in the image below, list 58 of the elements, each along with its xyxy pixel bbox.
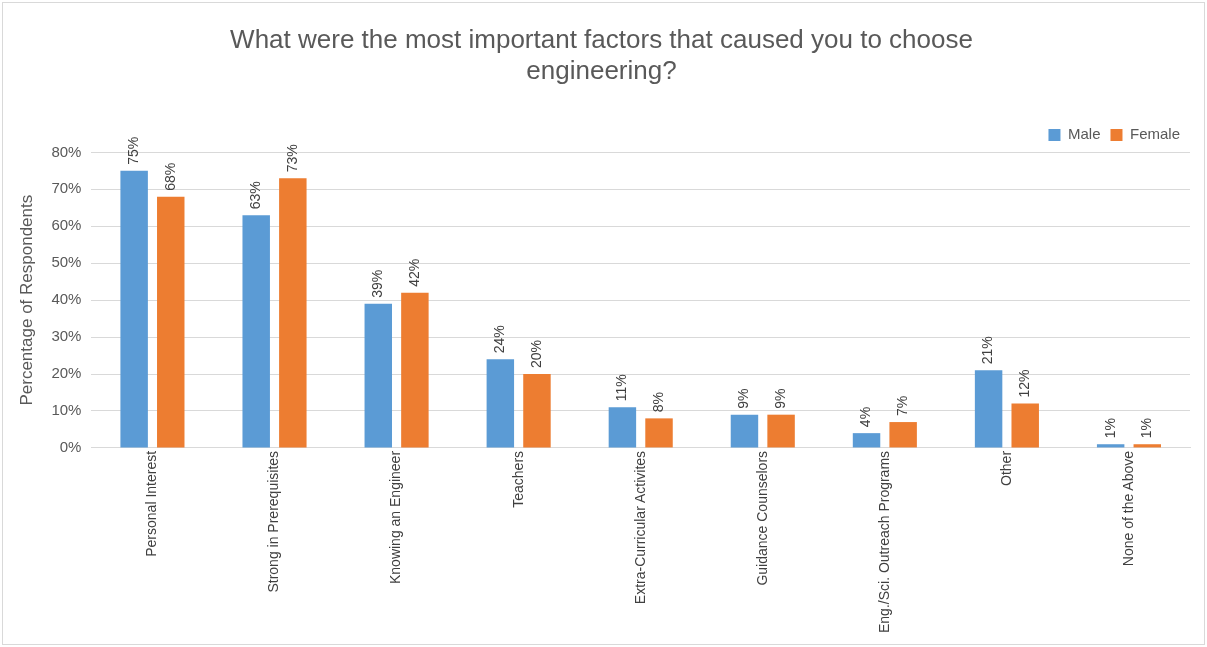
bar: [889, 422, 917, 448]
bar: [242, 215, 270, 448]
data-label: 11%: [613, 374, 630, 402]
bar: [730, 414, 759, 448]
y-tick-label: 10%: [51, 401, 82, 419]
data-label: 42%: [405, 258, 422, 287]
data-label: 24%: [491, 325, 508, 354]
data-label: 9%: [735, 388, 752, 409]
data-label: 7%: [894, 395, 911, 417]
y-tick-label: 20%: [51, 364, 82, 382]
bar: [401, 292, 429, 448]
data-label: 9%: [771, 388, 788, 409]
bar: [279, 178, 307, 448]
y-tick-label: 80%: [51, 142, 82, 160]
bar: [486, 359, 515, 448]
x-tick-label: Personal Interest: [143, 450, 160, 557]
bar: [120, 170, 148, 448]
y-axis-title: Percentage of Respondents: [16, 194, 36, 406]
bar: [157, 196, 185, 448]
bar: [767, 414, 795, 448]
x-tick-label: Eng./Sci. Outreach Programs: [875, 450, 892, 633]
data-label: 68%: [161, 162, 178, 191]
bar: [1133, 444, 1162, 448]
bar: [608, 407, 637, 448]
y-tick-label: 60%: [51, 216, 82, 234]
bar: [523, 374, 551, 448]
bar: [1011, 403, 1039, 448]
data-label: 1%: [1101, 418, 1118, 439]
y-tick-label: 40%: [51, 290, 82, 308]
bar: [852, 433, 881, 448]
data-label: 63%: [247, 181, 264, 210]
data-label: 12%: [1016, 369, 1033, 398]
data-label: 73%: [283, 144, 300, 173]
chart-title: What were the most important factors that caused you to choose engineering?: [230, 23, 973, 85]
bar: [1096, 444, 1125, 448]
data-label: 39%: [369, 269, 386, 298]
legend-label: Female: [1129, 125, 1181, 143]
y-tick-label: 30%: [51, 327, 82, 345]
x-tick-label: Teachers: [509, 450, 526, 508]
x-tick-label: Extra-Curricular Activites: [631, 450, 648, 605]
y-tick-label: 70%: [51, 179, 82, 197]
x-tick-label: Strong in Prerequisites: [265, 450, 282, 593]
data-label: 8%: [649, 392, 666, 413]
data-label: 75%: [125, 136, 141, 165]
x-tick-label: Other: [997, 450, 1014, 486]
bar: [645, 418, 673, 448]
y-tick-label: 50%: [51, 253, 82, 271]
data-label: 21%: [979, 336, 996, 365]
x-tick-label: Guidance Counselors: [753, 450, 770, 586]
legend-label: Male: [1067, 125, 1101, 143]
data-label: 4%: [857, 406, 874, 428]
bar: [974, 370, 1003, 448]
x-tick-label: None of the Above: [1119, 450, 1136, 567]
data-label: 1%: [1138, 418, 1155, 439]
y-tick-label: 0%: [59, 438, 82, 456]
x-tick-label: Knowing an Engineer: [387, 450, 404, 585]
data-label: 20%: [527, 340, 544, 369]
bar: [364, 303, 393, 448]
